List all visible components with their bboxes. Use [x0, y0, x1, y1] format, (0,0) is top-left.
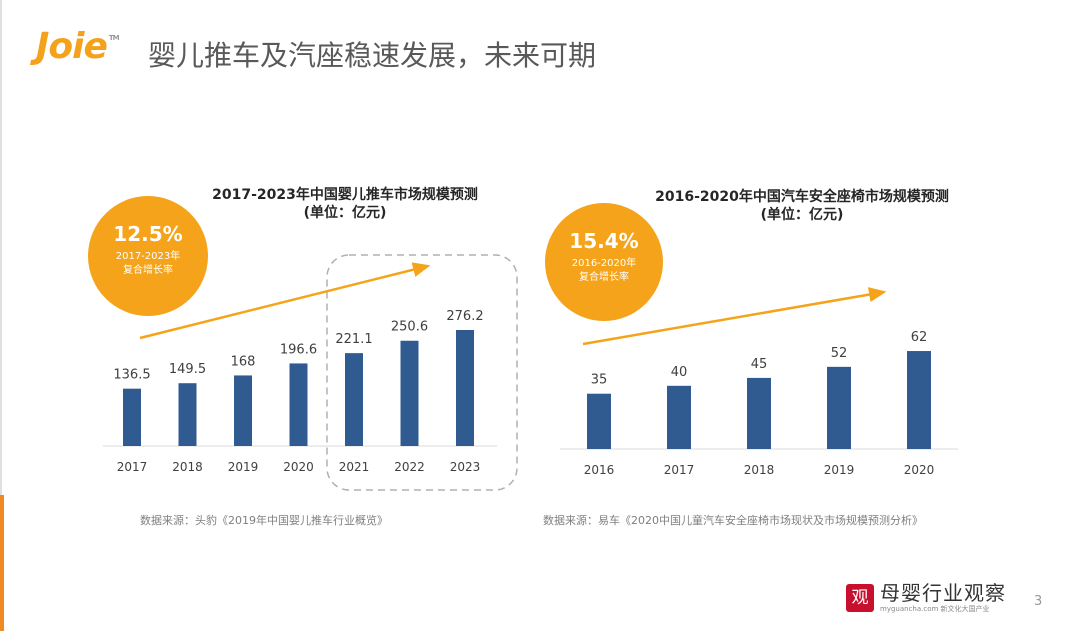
chart1-category-label-2019: 2019: [228, 460, 259, 474]
chart1-value-label-2018: 149.5: [169, 362, 206, 377]
chart1-category-label-2022: 2022: [394, 460, 425, 474]
chart2-value-label-2019: 52: [831, 346, 848, 361]
chart2-cagr-badge: 15.4% 2016-2020年 复合增长率: [545, 203, 663, 321]
chart2-value-label-2018: 45: [751, 357, 768, 372]
footer-brand-name: 母婴行业观察: [880, 581, 1006, 605]
chart1-category-label-2020: 2020: [283, 460, 314, 474]
page-title: 婴儿推车及汽座稳速发展，未来可期: [148, 39, 597, 72]
footer-seal-icon: 观: [846, 584, 874, 612]
chart1-bar-2017: [123, 388, 141, 446]
chart1-value-label-2021: 221.1: [335, 332, 372, 347]
chart1-bar-2022: [400, 340, 419, 446]
chart2-category-label-2016: 2016: [584, 463, 615, 477]
chart1-trend-arrow: [139, 262, 431, 340]
chart2-bar-2016: [587, 393, 611, 449]
chart1-category-label-2018: 2018: [172, 460, 203, 474]
chart1-category-label-2023: 2023: [450, 460, 481, 474]
chart1-value-label-2023: 276.2: [446, 309, 483, 324]
chart1-bar-2018: [178, 383, 197, 446]
left-edge-line: [0, 0, 2, 631]
chart2-bar-2019: [827, 366, 851, 449]
chart2-category-label-2020: 2020: [904, 463, 935, 477]
chart1-source: 数据来源：头豹《2019年中国婴儿推车行业概览》: [140, 514, 388, 527]
chart1-value-label-2017: 136.5: [113, 368, 150, 383]
chart1-category-label-2017: 2017: [117, 460, 148, 474]
chart1-title: 2017-2023年中国婴儿推车市场规模预测 (单位：亿元): [212, 187, 478, 221]
chart2-bar-2020: [907, 351, 931, 449]
chart2-value-label-2020: 62: [911, 330, 928, 345]
chart1-cagr-badge: 12.5% 2017-2023年 复合增长率: [88, 196, 208, 316]
chart2-bar-2017: [667, 385, 691, 449]
chart1-value-label-2022: 250.6: [391, 320, 428, 335]
chart1-value-label-2020: 196.6: [280, 342, 317, 357]
left-accent-bar: [0, 495, 4, 631]
chart2-title: 2016-2020年中国汽车安全座椅市场规模预测 (单位：亿元): [655, 189, 949, 223]
chart2-source: 数据来源：易车《2020中国儿童汽车安全座椅市场现状及市场规模预测分析》: [543, 514, 923, 527]
chart2-value-label-2016: 35: [591, 373, 608, 388]
chart2-category-label-2018: 2018: [744, 463, 775, 477]
chart1-category-label-2021: 2021: [339, 460, 370, 474]
chart1-forecast-box: [326, 254, 518, 491]
chart2-category-label-2019: 2019: [824, 463, 855, 477]
chart1-bar-2020: [289, 363, 308, 446]
chart1-bar-2019: [234, 375, 252, 446]
page-number: 3: [1034, 594, 1043, 609]
chart2-category-label-2017: 2017: [664, 463, 695, 477]
chart2-bar-2018: [747, 377, 771, 449]
chart1-value-label-2019: 168: [231, 354, 256, 369]
footer-brand-logo: 观 母婴行业观察 myguancha.com 新文化大国产业: [846, 582, 1006, 614]
footer-brand-url: myguancha.com 新文化大国产业: [880, 605, 990, 613]
chart1-bar-2021: [345, 353, 363, 446]
chart2-trend-arrow: [582, 287, 887, 346]
joie-logo: Joie TM: [36, 26, 120, 67]
chart1-bar-2023: [456, 329, 474, 446]
chart2-value-label-2017: 40: [671, 365, 688, 380]
